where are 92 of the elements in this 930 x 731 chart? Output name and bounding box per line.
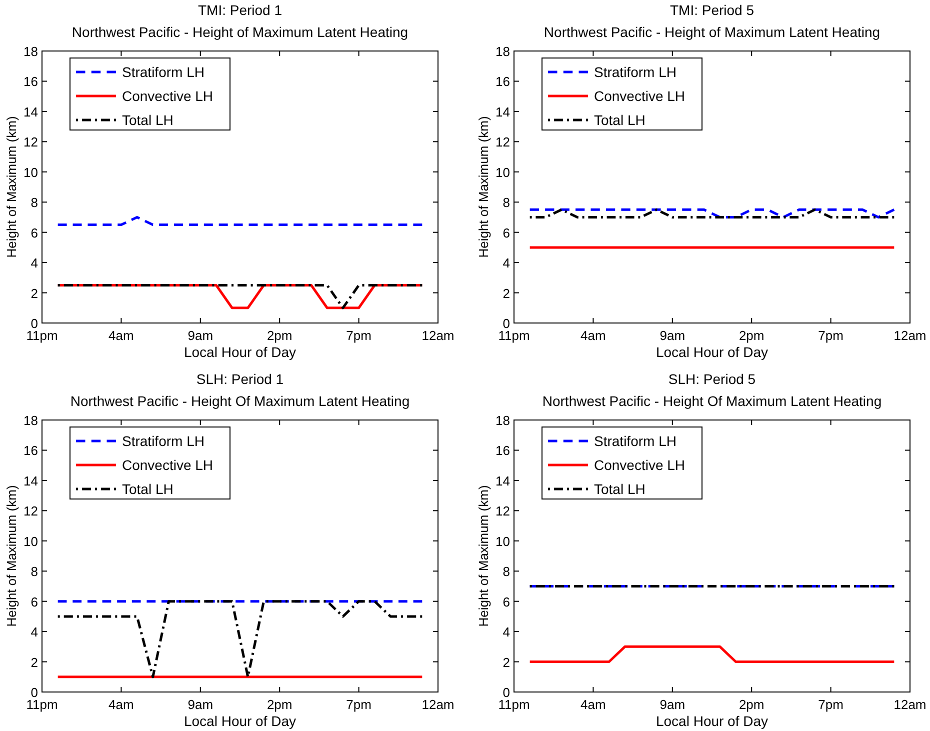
x-tick-label: 2pm xyxy=(738,697,764,712)
y-tick-label: 8 xyxy=(502,195,510,210)
x-axis-title: Local Hour of Day xyxy=(184,713,296,729)
x-tick-label: 11pm xyxy=(26,328,58,343)
chart-subtitle: Northwest Pacific - Height of Maximum Latent Heating xyxy=(72,24,408,40)
y-tick-label: 10 xyxy=(24,164,38,180)
x-tick-label: 2pm xyxy=(266,328,292,343)
x-tick-label: 12am xyxy=(422,697,454,712)
y-tick-label: 18 xyxy=(496,44,510,59)
x-tick-label: 11pm xyxy=(498,697,530,712)
x-axis-title: Local Hour of Day xyxy=(184,344,296,360)
legend-label: Convective LH xyxy=(122,88,214,104)
legend-label: Stratiform LH xyxy=(122,64,204,80)
chart-title: SLH: Period 5 xyxy=(668,371,756,387)
y-tick-label: 16 xyxy=(496,74,510,90)
legend-label: Total LH xyxy=(122,112,174,128)
y-tick-label: 6 xyxy=(502,225,510,240)
x-axis-title: Local Hour of Day xyxy=(656,344,768,360)
y-tick-label: 12 xyxy=(496,504,510,519)
x-tick-label: 7pm xyxy=(346,328,372,343)
y-tick-label: 0 xyxy=(30,685,38,700)
y-tick-label: 12 xyxy=(24,504,38,519)
y-tick-label: 8 xyxy=(30,195,38,210)
y-axis-title: Height of Maximum (km) xyxy=(476,485,491,627)
x-tick-label: 9am xyxy=(188,328,214,343)
y-tick-label: 6 xyxy=(30,594,38,610)
x-tick-label: 7pm xyxy=(818,328,844,343)
y-tick-label: 16 xyxy=(496,443,510,458)
y-tick-label: 2 xyxy=(502,654,510,670)
y-tick-label: 16 xyxy=(24,443,38,458)
x-tick-label: 4am xyxy=(580,328,606,343)
y-tick-label: 10 xyxy=(24,534,38,549)
x-axis-title: Local Hour of Day xyxy=(656,713,768,729)
x-tick-label: 4am xyxy=(108,328,134,343)
x-tick-label: 11pm xyxy=(498,328,530,343)
x-tick-label: 9am xyxy=(660,328,686,343)
y-tick-label: 2 xyxy=(30,286,38,301)
legend-label: Convective LH xyxy=(594,457,686,473)
y-tick-label: 10 xyxy=(496,164,510,180)
y-tick-label: 4 xyxy=(502,624,510,640)
x-tick-label: 12am xyxy=(894,697,926,712)
y-tick-label: 14 xyxy=(24,104,38,120)
chart-subtitle: Northwest Pacific - Height of Maximum Latent Heating xyxy=(544,24,880,40)
x-tick-label: 2pm xyxy=(266,697,292,712)
y-tick-label: 4 xyxy=(30,256,38,271)
legend-label: Convective LH xyxy=(594,88,686,104)
chart-subtitle: Northwest Pacific - Height Of Maximum Latent Heating xyxy=(542,393,882,409)
x-tick-label: 4am xyxy=(108,697,134,712)
chart-title: TMI: Period 5 xyxy=(670,2,754,18)
legend-label: Convective LH xyxy=(122,457,214,473)
y-tick-label: 12 xyxy=(496,134,510,150)
y-tick-label: 0 xyxy=(502,685,510,700)
x-tick-label: 12am xyxy=(894,328,926,343)
y-tick-label: 4 xyxy=(502,256,510,271)
x-tick-label: 9am xyxy=(188,697,214,712)
chart-title: TMI: Period 1 xyxy=(198,2,282,18)
x-tick-label: 4am xyxy=(580,697,606,712)
y-tick-label: 18 xyxy=(24,413,38,428)
y-tick-label: 0 xyxy=(30,316,38,331)
x-tick-label: 9am xyxy=(660,697,686,712)
y-tick-label: 18 xyxy=(496,413,510,428)
x-tick-label: 7pm xyxy=(818,697,844,712)
legend-label: Stratiform LH xyxy=(122,433,204,449)
chart-title: SLH: Period 1 xyxy=(196,371,284,387)
y-tick-label: 2 xyxy=(30,654,38,670)
chart-subtitle: Northwest Pacific - Height Of Maximum Latent Heating xyxy=(70,393,410,409)
y-axis-title: Height of Maximum (km) xyxy=(476,116,491,258)
y-tick-label: 6 xyxy=(30,225,38,240)
legend-label: Stratiform LH xyxy=(594,64,676,80)
y-tick-label: 18 xyxy=(24,44,38,59)
y-tick-label: 14 xyxy=(24,473,38,488)
y-axis-title: Height of Maximum (km) xyxy=(4,485,19,627)
y-tick-label: 14 xyxy=(496,473,510,488)
legend-label: Total LH xyxy=(122,481,174,497)
y-tick-label: 10 xyxy=(496,534,510,549)
x-tick-label: 2pm xyxy=(738,328,764,343)
x-tick-label: 7pm xyxy=(346,697,372,712)
y-tick-label: 6 xyxy=(502,594,510,610)
y-tick-label: 2 xyxy=(502,286,510,301)
y-tick-label: 14 xyxy=(496,104,510,120)
y-tick-label: 12 xyxy=(24,134,38,150)
y-tick-label: 16 xyxy=(24,74,38,90)
x-tick-label: 11pm xyxy=(26,697,58,712)
y-tick-label: 4 xyxy=(30,624,38,640)
y-axis-title: Height of Maximum (km) xyxy=(4,116,19,258)
x-tick-label: 12am xyxy=(422,328,454,343)
legend-label: Total LH xyxy=(594,112,646,128)
legend-label: Total LH xyxy=(594,481,646,497)
legend-label: Stratiform LH xyxy=(594,433,676,449)
y-tick-label: 8 xyxy=(502,564,510,580)
y-tick-label: 0 xyxy=(502,316,510,331)
y-tick-label: 8 xyxy=(30,564,38,580)
